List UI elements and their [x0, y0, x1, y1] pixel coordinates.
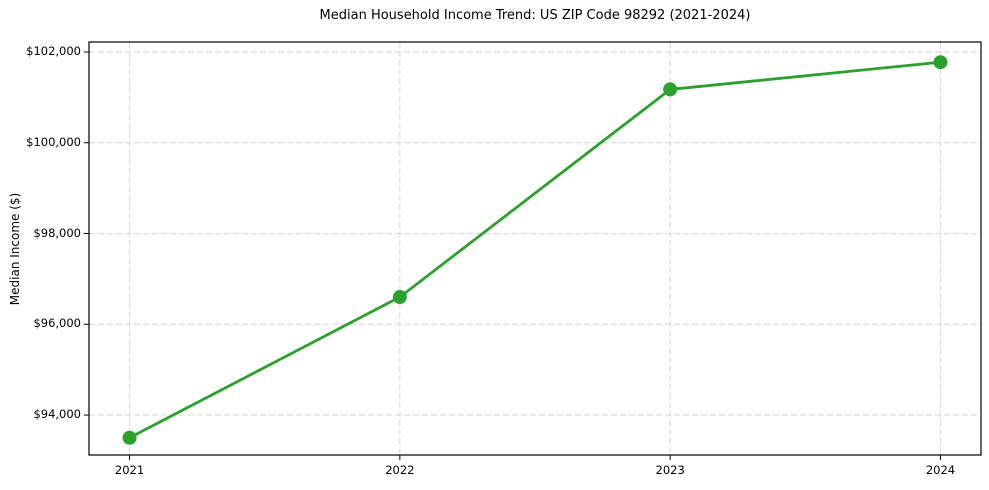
y-tick-label: $96,000: [33, 316, 81, 331]
y-tick-label: $98,000: [33, 225, 81, 240]
data-point-marker: [392, 290, 407, 305]
x-tick-label: 2021: [114, 463, 145, 477]
data-point-marker: [663, 82, 678, 97]
data-point-marker: [122, 430, 137, 445]
x-tick-label: 2022: [385, 463, 415, 477]
x-tick-label: 2023: [655, 463, 685, 477]
data-point-marker: [933, 55, 948, 70]
data-line: [128, 60, 942, 440]
y-tick-label: $100,000: [26, 134, 81, 149]
y-tick-label: $102,000: [26, 43, 81, 58]
x-tick-label: 2024: [925, 463, 956, 477]
y-tick-label: $94,000: [33, 407, 81, 422]
axes-border: [88, 41, 982, 456]
chart-title: Median Household Income Trend: US ZIP Co…: [319, 8, 751, 23]
